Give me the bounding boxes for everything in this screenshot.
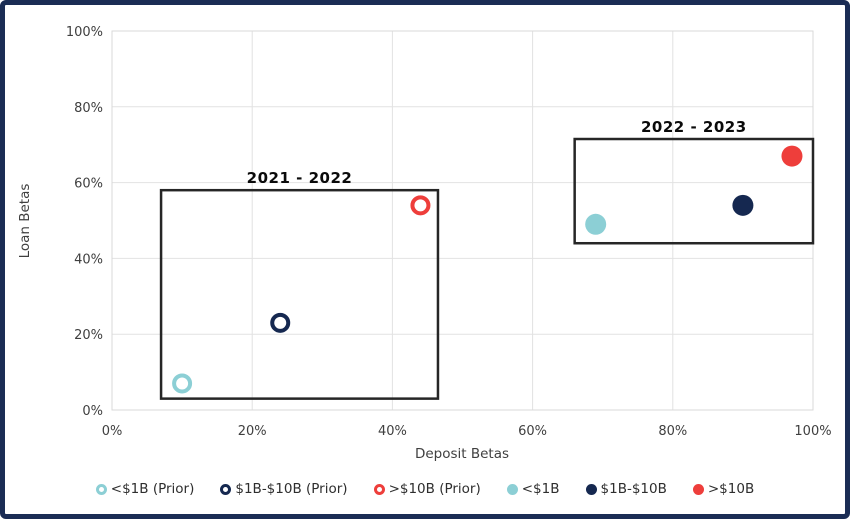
legend-item: <$1B bbox=[506, 481, 560, 497]
data-point-dot bbox=[781, 145, 803, 167]
y-tick-label: 40% bbox=[74, 252, 103, 267]
legend-label: >$10B bbox=[707, 481, 755, 497]
legend-label: >$10B (Prior) bbox=[388, 481, 481, 497]
annotation-label: 2021 - 2022 bbox=[247, 169, 353, 187]
annotation-box bbox=[573, 137, 815, 245]
legend: <$1B (Prior) $1B-$10B (Prior) >$10B (Prior… bbox=[5, 481, 845, 497]
grid-layer bbox=[111, 30, 814, 411]
x-tick-label: 60% bbox=[518, 424, 547, 439]
x-tick-label: 100% bbox=[794, 424, 831, 439]
x-tick-label: 0% bbox=[102, 424, 123, 439]
annotation-label: 2022 - 2023 bbox=[641, 118, 747, 136]
legend-dot-icon bbox=[692, 483, 704, 495]
tick-layer: 0% 0% 20% 20% 40% 40% 60% 60% 80% 80% 100% 100% bbox=[66, 25, 832, 439]
legend-item: <$1B (Prior) bbox=[95, 481, 195, 497]
legend-ring-icon bbox=[95, 483, 107, 495]
data-point-dot bbox=[732, 194, 754, 216]
point-layer bbox=[172, 145, 803, 394]
scatter-plot: 0% 0% 20% 20% 40% 40% 60% 60% 80% 80% 100% 100% 202… bbox=[17, 25, 832, 462]
legend-item: $1B-$10B (Prior) bbox=[220, 481, 348, 497]
y-tick-label: 0% bbox=[82, 404, 103, 419]
legend-dot-icon bbox=[585, 483, 597, 495]
x-tick-label: 40% bbox=[378, 424, 407, 439]
data-point-ring bbox=[172, 373, 193, 394]
annotation-layer: 2021 - 2022 2022 - 2023 bbox=[159, 118, 815, 400]
data-point-ring bbox=[270, 312, 291, 333]
legend-label: <$1B bbox=[521, 481, 560, 497]
y-tick-label: 60% bbox=[74, 177, 103, 192]
x-axis-title: Deposit Betas bbox=[415, 446, 509, 462]
y-axis-title: Loan Betas bbox=[17, 184, 33, 259]
plot-border bbox=[111, 30, 814, 411]
legend-ring-icon bbox=[373, 483, 385, 495]
legend-label: <$1B (Prior) bbox=[110, 481, 195, 497]
y-tick-label: 100% bbox=[66, 25, 103, 40]
data-point-dot bbox=[585, 213, 607, 235]
legend-ring-icon bbox=[220, 483, 232, 495]
legend-item: $1B-$10B bbox=[585, 481, 667, 497]
y-tick-label: 20% bbox=[74, 328, 103, 343]
legend-dot-icon bbox=[506, 483, 518, 495]
legend-label: $1B-$10B bbox=[600, 481, 667, 497]
annotation-box bbox=[159, 188, 440, 400]
y-tick-label: 80% bbox=[74, 101, 103, 116]
x-tick-label: 80% bbox=[658, 424, 687, 439]
legend-item: >$10B (Prior) bbox=[373, 481, 481, 497]
x-tick-label: 20% bbox=[238, 424, 267, 439]
legend-item: >$10B bbox=[692, 481, 755, 497]
legend-label: $1B-$10B (Prior) bbox=[235, 481, 348, 497]
data-point-ring bbox=[410, 195, 431, 216]
